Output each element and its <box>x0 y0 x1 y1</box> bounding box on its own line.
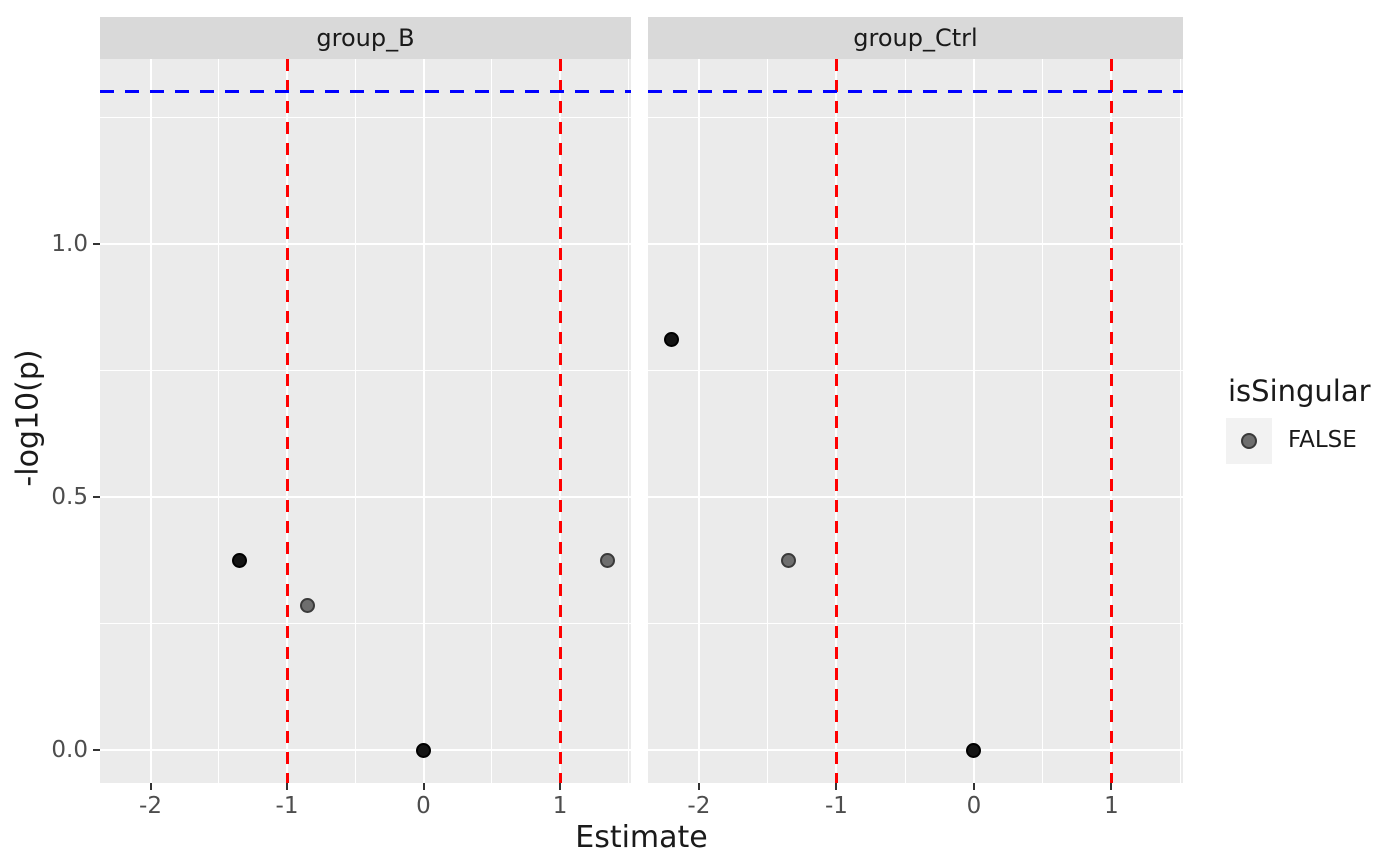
y-tick-label: 1.0 <box>51 230 88 257</box>
x-tick <box>149 783 152 790</box>
x-tick-label: -1 <box>275 793 299 819</box>
y-tick-label: 0.5 <box>51 483 88 510</box>
gridline-minor-x <box>767 59 769 783</box>
vline-threshold <box>285 59 289 783</box>
gridline-major-x <box>697 59 700 783</box>
gridline-major-y <box>648 749 1183 752</box>
data-point <box>663 332 679 348</box>
facet-strip-label: group_B <box>316 24 415 52</box>
y-tick <box>93 495 100 498</box>
gridline-minor-y <box>648 369 1183 371</box>
x-tick-label: 0 <box>966 793 982 819</box>
x-tick <box>422 783 425 790</box>
gridline-minor-y <box>100 369 631 371</box>
gridline-minor-x <box>491 59 493 783</box>
facet-strip: group_B <box>100 17 631 59</box>
y-tick-label: 0.0 <box>51 737 88 764</box>
gridline-minor-y <box>648 116 1183 118</box>
data-point <box>600 552 616 568</box>
y-tick <box>93 242 100 245</box>
gridline-minor-x <box>1042 59 1044 783</box>
legend-title: isSingular <box>1228 374 1371 408</box>
hline-significance <box>648 90 1183 94</box>
gridline-major-y <box>648 242 1183 245</box>
x-tick-label: 1 <box>552 793 568 819</box>
gridline-minor-x <box>627 59 629 783</box>
x-tick <box>559 783 562 790</box>
gridline-major-x <box>422 59 425 783</box>
legend-point-icon <box>1241 433 1257 449</box>
data-point <box>299 598 315 614</box>
gridline-major-y <box>100 242 631 245</box>
gridline-minor-y <box>648 623 1183 625</box>
x-tick-label: -2 <box>139 793 162 819</box>
x-tick-label: 1 <box>1104 793 1119 819</box>
gridline-major-y <box>648 495 1183 498</box>
x-tick-label: -2 <box>687 793 711 819</box>
vline-threshold <box>1109 59 1113 783</box>
x-tick <box>697 783 700 790</box>
gridline-minor-x <box>218 59 220 783</box>
gridline-minor-y <box>100 116 631 118</box>
x-tick <box>972 783 975 790</box>
data-point <box>966 742 982 758</box>
vline-threshold <box>834 59 838 783</box>
x-tick <box>286 783 288 790</box>
data-point <box>780 552 796 568</box>
plot-panel <box>648 59 1183 783</box>
gridline-minor-x <box>1179 59 1181 783</box>
gridline-minor-x <box>904 59 906 783</box>
x-axis-title: Estimate <box>575 820 708 855</box>
vline-threshold <box>558 59 562 783</box>
x-tick-label: -1 <box>824 793 848 819</box>
gridline-minor-x <box>354 59 356 783</box>
legend-entry-label: FALSE <box>1288 427 1357 453</box>
y-axis-title: -log10(p) <box>10 349 46 487</box>
x-tick <box>835 783 838 790</box>
data-point <box>231 552 247 568</box>
gridline-minor-y <box>100 623 631 625</box>
gridline-major-x <box>149 59 152 783</box>
hline-significance <box>100 90 631 94</box>
gridline-major-y <box>100 495 631 498</box>
legend-key <box>1226 418 1272 464</box>
plot-panel <box>100 59 631 783</box>
facet-strip-label: group_Ctrl <box>853 24 978 52</box>
x-tick <box>1110 783 1113 790</box>
data-point <box>416 742 431 758</box>
facet-strip: group_Ctrl <box>648 17 1183 59</box>
y-tick <box>93 749 100 752</box>
x-tick-label: 0 <box>416 793 431 819</box>
gridline-major-x <box>972 59 975 783</box>
gridline-major-y <box>100 749 631 752</box>
